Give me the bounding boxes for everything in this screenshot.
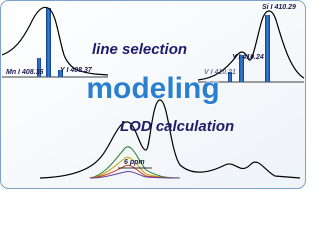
frame <box>0 0 306 189</box>
peak-label: Y I 408.37 <box>60 67 93 74</box>
heading: LOD calculation <box>120 118 234 135</box>
heading: line selection <box>92 41 187 58</box>
spectrum-right <box>197 10 305 83</box>
annotation: 6 ppm <box>124 159 145 166</box>
peak-label: Si I 410.29 <box>262 4 296 11</box>
graphic: line selection modeling LOD calculation … <box>0 0 306 189</box>
peak-label: Y I 410.24 <box>232 54 264 61</box>
peak-label: V I 410.21 <box>204 69 236 76</box>
spectrum-bottom <box>39 99 301 179</box>
spectrum-left <box>1 6 109 78</box>
heading-main: modeling <box>86 72 219 105</box>
peak-label: Mn I 408.36 <box>6 69 43 76</box>
